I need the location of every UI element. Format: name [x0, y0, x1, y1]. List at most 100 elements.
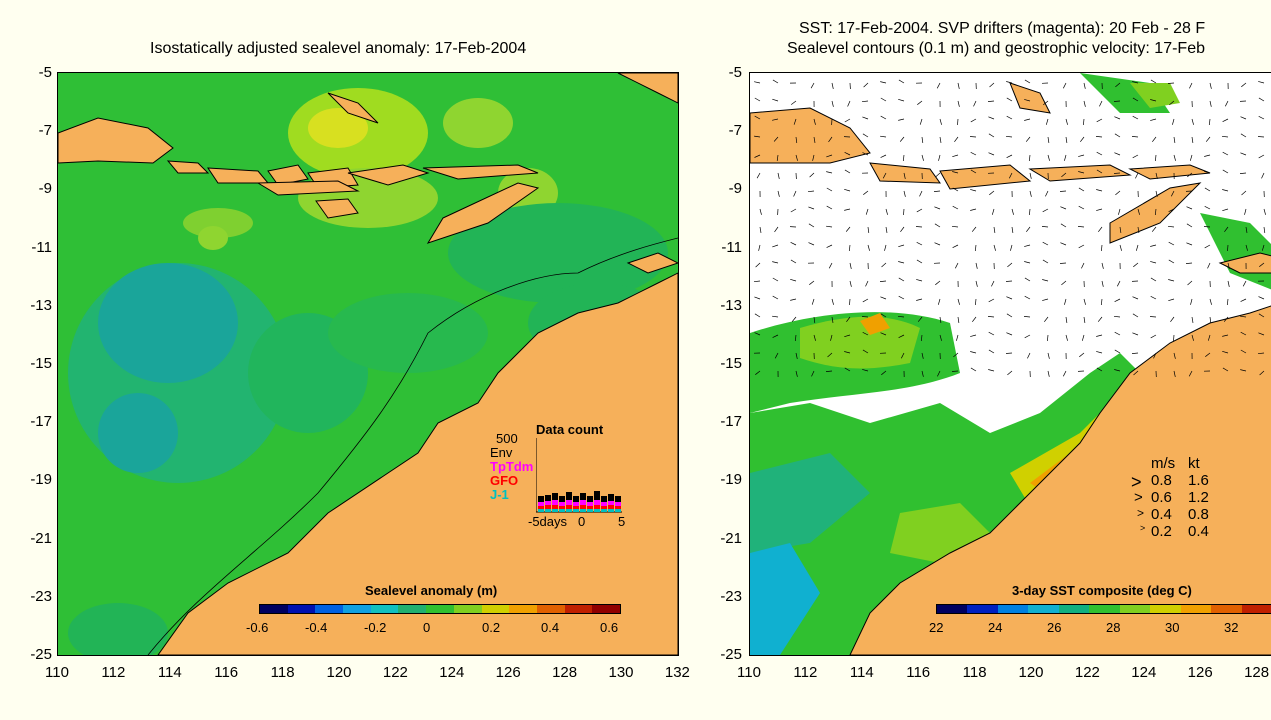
- sealevel-colorbar: [259, 604, 621, 614]
- velocity-vector: [1150, 244, 1157, 247]
- velocity-vector: [971, 226, 977, 232]
- velocity-vector: [1101, 244, 1103, 252]
- velocity-vector: [920, 334, 923, 342]
- velocity-vector: [844, 169, 851, 174]
- velocity-vector: [849, 262, 852, 269]
- data-count-bar-segment: [587, 496, 593, 502]
- colorbar-tick-label: 0.4: [541, 620, 560, 635]
- colorbar-segment: [260, 605, 288, 613]
- velocity-vector: [772, 295, 779, 300]
- velocity-vector: [1168, 298, 1175, 302]
- velocity-legend-ms: 0.8: [1151, 472, 1172, 489]
- velocity-vector: [885, 208, 888, 215]
- data-count-title: Data count: [536, 422, 604, 437]
- velocity-vector: [1240, 315, 1247, 318]
- colorbar-tick-label: -0.6: [246, 620, 269, 635]
- data-count-bar-segment: [538, 506, 544, 509]
- velocity-legend: m/s kt >0.8 1.6 >0.6 1.2 >0.4 0.8 >0.2 0.4: [1127, 455, 1247, 545]
- velocity-vector: [1205, 352, 1211, 357]
- velocity-legend-kt-header: kt: [1188, 455, 1200, 472]
- data-count-bar-segment: [594, 500, 600, 505]
- velocity-vector: [1011, 208, 1014, 215]
- velocity-vector: [917, 316, 923, 322]
- velocity-vector: [1029, 190, 1032, 197]
- velocity-vector: [1028, 154, 1031, 162]
- velocity-vector: [773, 136, 779, 142]
- velocity-vector: [1114, 331, 1121, 336]
- velocity-vector: [1096, 189, 1103, 192]
- velocity-vector: [1062, 370, 1067, 377]
- x-tick-label: 110: [45, 664, 69, 681]
- data-count-bar-segment: [608, 494, 614, 501]
- velocity-vector: [831, 316, 834, 323]
- velocity-vector: [1203, 226, 1211, 228]
- velocity-vector: [1133, 262, 1139, 268]
- velocity-vector: [830, 334, 833, 341]
- velocity-vector: [1024, 118, 1031, 121]
- velocity-vector: [828, 262, 833, 269]
- velocity-vector: [884, 244, 887, 251]
- velocity-legend-kt: 0.8: [1188, 506, 1209, 523]
- velocity-vector: [793, 118, 797, 125]
- velocity-vector: [988, 298, 995, 303]
- colorbar-segment: [398, 605, 427, 613]
- colorbar-segment: [1241, 605, 1271, 613]
- velocity-vector: [1207, 262, 1211, 269]
- data-count-bar-segment: [594, 505, 600, 509]
- velocity-vector: [1204, 154, 1211, 157]
- velocity-vector: [1045, 190, 1049, 197]
- velocity-vector: [844, 188, 851, 192]
- colorbar-tick-label: 26: [1047, 620, 1062, 635]
- velocity-vector: [1079, 352, 1085, 358]
- data-count-bar-segment: [559, 506, 565, 509]
- velocity-vector: [1189, 154, 1193, 161]
- velocity-vector: [903, 172, 906, 179]
- velocity-vector: [754, 115, 761, 120]
- velocity-vector: [774, 226, 779, 233]
- velocity-legend-kt: 1.6: [1188, 472, 1209, 489]
- velocity-vector: [826, 187, 833, 192]
- colorbar-segment: [1028, 605, 1059, 613]
- velocity-vector: [935, 280, 941, 286]
- velocity-vector: [1065, 136, 1068, 143]
- velocity-vector: [937, 370, 941, 377]
- velocity-vector: [777, 190, 780, 197]
- velocity-vector: [1240, 152, 1247, 156]
- velocity-vector: [881, 262, 887, 268]
- colorbar-segment: [343, 605, 371, 613]
- velocity-legend-kt: 0.4: [1188, 523, 1209, 540]
- velocity-vector: [1006, 154, 1013, 159]
- x-tick-label: 126: [1187, 664, 1213, 681]
- x-tick-label: 112: [101, 664, 126, 681]
- velocity-vector: [772, 118, 779, 121]
- velocity-vector: [880, 154, 887, 158]
- velocity-vector: [880, 81, 887, 84]
- velocity-vector: [898, 295, 905, 300]
- velocity-vector: [753, 280, 761, 283]
- velocity-vector: [758, 244, 761, 251]
- colorbar-tick-label: 0.6: [600, 620, 619, 635]
- velocity-vector: [1168, 259, 1175, 264]
- x-tick-label: 122: [1074, 664, 1100, 681]
- data-count-xlabel-left: -5days: [528, 514, 568, 529]
- y-tick-label: -15: [720, 355, 742, 372]
- data-count-inset: Data count 500 Env TpTdm GFO J-1 -5days 0 5: [488, 420, 638, 535]
- velocity-vector: [974, 244, 977, 252]
- data-count-bar-segment: [566, 505, 572, 509]
- data-count-xlabel-right: 5: [618, 514, 626, 529]
- velocity-vector: [938, 154, 941, 161]
- velocity-vector: [1209, 316, 1212, 323]
- velocity-vector: [845, 226, 851, 232]
- data-count-bar-segment: [559, 496, 565, 502]
- velocity-vector: [867, 226, 870, 233]
- velocity-vector: [1024, 295, 1031, 300]
- velocity-vector: [863, 82, 869, 88]
- velocity-vector: [1006, 313, 1013, 318]
- velocity-vector: [1041, 226, 1049, 228]
- velocity-vector: [772, 98, 779, 102]
- velocity-vector: [1135, 172, 1139, 179]
- velocity-vector: [1244, 208, 1247, 215]
- velocity-vector: [970, 118, 977, 123]
- velocity-vector: [844, 367, 851, 372]
- velocity-vector: [1025, 136, 1031, 142]
